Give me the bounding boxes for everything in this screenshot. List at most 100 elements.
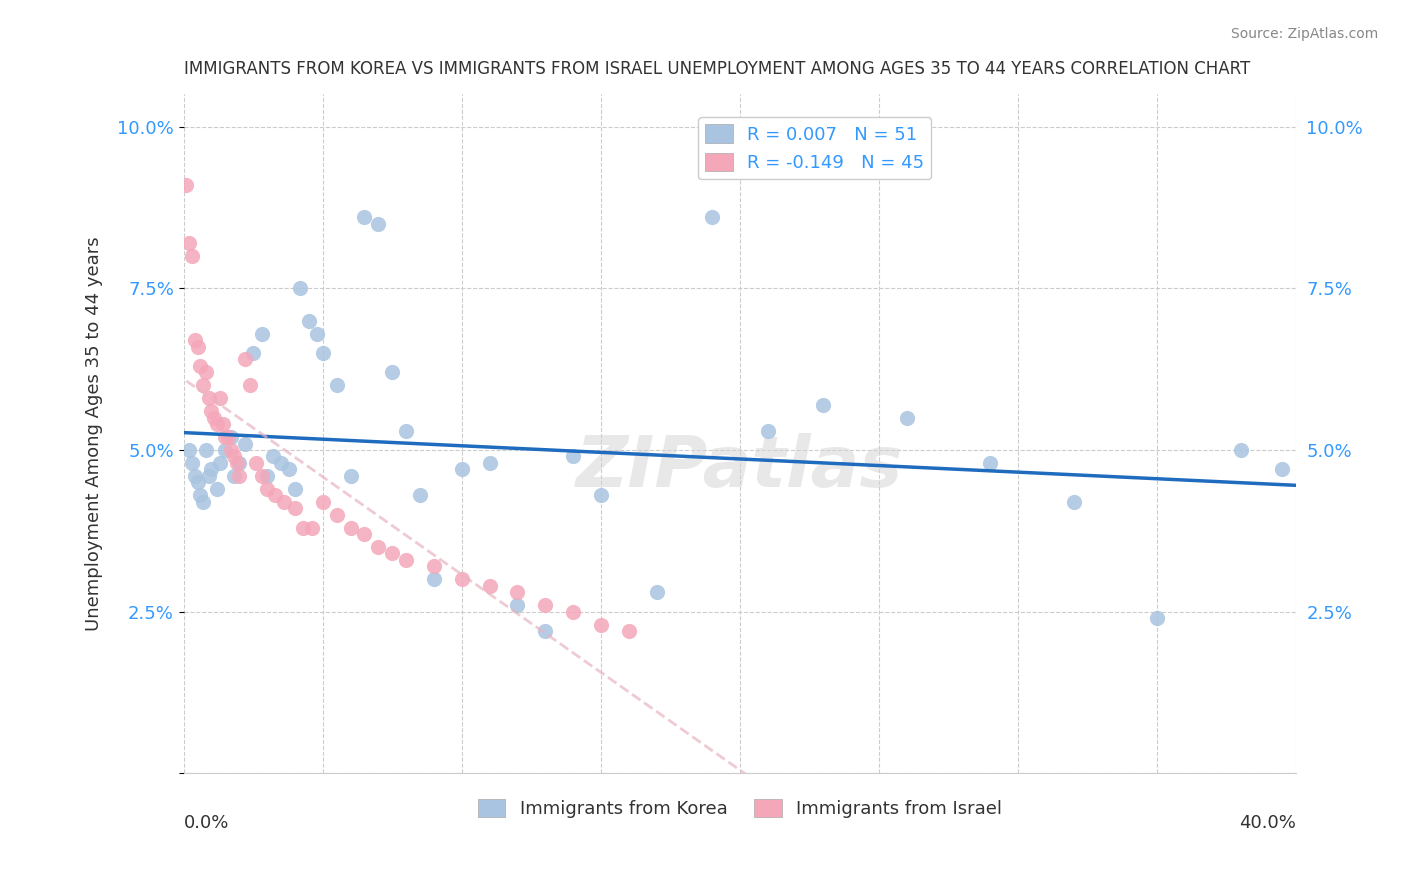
Point bbox=[395, 424, 418, 438]
Point bbox=[353, 211, 375, 225]
Point bbox=[205, 417, 228, 431]
Point bbox=[292, 520, 315, 534]
Point bbox=[194, 442, 217, 457]
Text: ZIPatlas: ZIPatlas bbox=[576, 434, 904, 502]
Point bbox=[478, 456, 501, 470]
Point bbox=[233, 436, 256, 450]
Point bbox=[250, 326, 273, 341]
Text: Source: ZipAtlas.com: Source: ZipAtlas.com bbox=[1230, 27, 1378, 41]
Point bbox=[200, 404, 222, 418]
Point bbox=[301, 520, 323, 534]
Point bbox=[284, 482, 307, 496]
Point bbox=[534, 598, 557, 612]
Point bbox=[262, 450, 284, 464]
Point bbox=[353, 527, 375, 541]
Point bbox=[756, 424, 779, 438]
Point bbox=[1146, 611, 1168, 625]
Point bbox=[702, 211, 724, 225]
Point bbox=[562, 605, 585, 619]
Point bbox=[367, 540, 389, 554]
Point bbox=[325, 508, 347, 522]
Point bbox=[381, 546, 404, 560]
Point bbox=[242, 346, 264, 360]
Point bbox=[214, 430, 236, 444]
Text: IMMIGRANTS FROM KOREA VS IMMIGRANTS FROM ISRAEL UNEMPLOYMENT AMONG AGES 35 TO 44: IMMIGRANTS FROM KOREA VS IMMIGRANTS FROM… bbox=[184, 60, 1250, 78]
Point bbox=[197, 468, 219, 483]
Point bbox=[217, 430, 239, 444]
Point bbox=[225, 456, 247, 470]
Point bbox=[245, 456, 267, 470]
Point bbox=[339, 468, 361, 483]
Point bbox=[278, 462, 301, 476]
Point bbox=[325, 378, 347, 392]
Point bbox=[409, 488, 432, 502]
Point bbox=[312, 494, 335, 508]
Point bbox=[233, 352, 256, 367]
Point bbox=[239, 378, 262, 392]
Point bbox=[176, 178, 198, 192]
Point bbox=[1271, 462, 1294, 476]
Point bbox=[478, 579, 501, 593]
Point bbox=[211, 417, 233, 431]
Point bbox=[307, 326, 329, 341]
Point bbox=[423, 572, 446, 586]
Point bbox=[188, 488, 211, 502]
Point bbox=[205, 482, 228, 496]
Point bbox=[423, 559, 446, 574]
Point bbox=[228, 468, 250, 483]
Point bbox=[222, 450, 245, 464]
Point bbox=[214, 442, 236, 457]
Point bbox=[1063, 494, 1085, 508]
Point bbox=[197, 391, 219, 405]
Point bbox=[184, 468, 207, 483]
Point bbox=[256, 482, 278, 496]
Point bbox=[506, 598, 529, 612]
Text: 0.0%: 0.0% bbox=[184, 814, 229, 832]
Point bbox=[395, 553, 418, 567]
Point bbox=[1229, 442, 1251, 457]
Point bbox=[645, 585, 668, 599]
Point bbox=[298, 314, 321, 328]
Point bbox=[187, 340, 209, 354]
Point bbox=[219, 430, 242, 444]
Point bbox=[562, 450, 585, 464]
Point bbox=[188, 359, 211, 373]
Point bbox=[450, 572, 472, 586]
Point bbox=[179, 236, 201, 251]
Point bbox=[200, 462, 222, 476]
Point bbox=[219, 442, 242, 457]
Point bbox=[589, 617, 612, 632]
Point bbox=[589, 488, 612, 502]
Point bbox=[194, 365, 217, 379]
Legend: Immigrants from Korea, Immigrants from Israel: Immigrants from Korea, Immigrants from I… bbox=[471, 791, 1010, 825]
Point bbox=[181, 249, 204, 263]
Point bbox=[191, 494, 214, 508]
Point bbox=[181, 456, 204, 470]
Point bbox=[202, 410, 225, 425]
Point bbox=[896, 410, 918, 425]
Y-axis label: Unemployment Among Ages 35 to 44 years: Unemployment Among Ages 35 to 44 years bbox=[86, 236, 103, 632]
Point bbox=[381, 365, 404, 379]
Point bbox=[813, 398, 835, 412]
Point bbox=[179, 442, 201, 457]
Point bbox=[506, 585, 529, 599]
Point bbox=[617, 624, 640, 638]
Point bbox=[264, 488, 287, 502]
Text: 40.0%: 40.0% bbox=[1240, 814, 1296, 832]
Point bbox=[187, 475, 209, 490]
Point bbox=[256, 468, 278, 483]
Point bbox=[284, 501, 307, 516]
Point bbox=[222, 468, 245, 483]
Point bbox=[312, 346, 335, 360]
Point bbox=[208, 391, 231, 405]
Point bbox=[250, 468, 273, 483]
Point bbox=[208, 456, 231, 470]
Point bbox=[339, 520, 361, 534]
Point bbox=[191, 378, 214, 392]
Point bbox=[270, 456, 292, 470]
Point bbox=[979, 456, 1001, 470]
Point bbox=[367, 217, 389, 231]
Point bbox=[184, 333, 207, 347]
Point bbox=[273, 494, 295, 508]
Point bbox=[290, 281, 312, 295]
